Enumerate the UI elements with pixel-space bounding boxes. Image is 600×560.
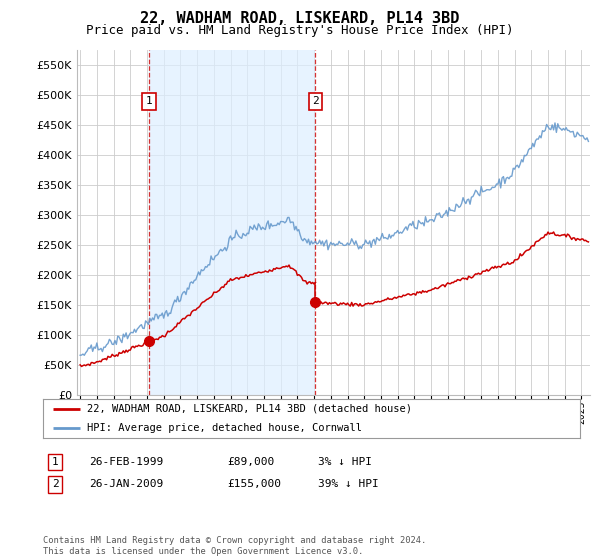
Text: 1: 1	[52, 457, 59, 467]
Text: HPI: Average price, detached house, Cornwall: HPI: Average price, detached house, Corn…	[87, 423, 362, 433]
Text: £155,000: £155,000	[227, 479, 281, 489]
Text: 1: 1	[146, 96, 152, 106]
Text: 26-FEB-1999: 26-FEB-1999	[89, 457, 163, 467]
Text: 22, WADHAM ROAD, LISKEARD, PL14 3BD: 22, WADHAM ROAD, LISKEARD, PL14 3BD	[140, 11, 460, 26]
Text: 39% ↓ HPI: 39% ↓ HPI	[318, 479, 379, 489]
Text: 2: 2	[312, 96, 319, 106]
Bar	[149, 50, 315, 395]
Text: Price paid vs. HM Land Registry's House Price Index (HPI): Price paid vs. HM Land Registry's House …	[86, 24, 514, 36]
Text: 22, WADHAM ROAD, LISKEARD, PL14 3BD (detached house): 22, WADHAM ROAD, LISKEARD, PL14 3BD (det…	[87, 404, 412, 413]
Text: 26-JAN-2009: 26-JAN-2009	[89, 479, 163, 489]
Text: 3% ↓ HPI: 3% ↓ HPI	[318, 457, 372, 467]
Text: Contains HM Land Registry data © Crown copyright and database right 2024.
This d: Contains HM Land Registry data © Crown c…	[43, 536, 427, 556]
Text: £89,000: £89,000	[227, 457, 274, 467]
Text: 2: 2	[52, 479, 59, 489]
